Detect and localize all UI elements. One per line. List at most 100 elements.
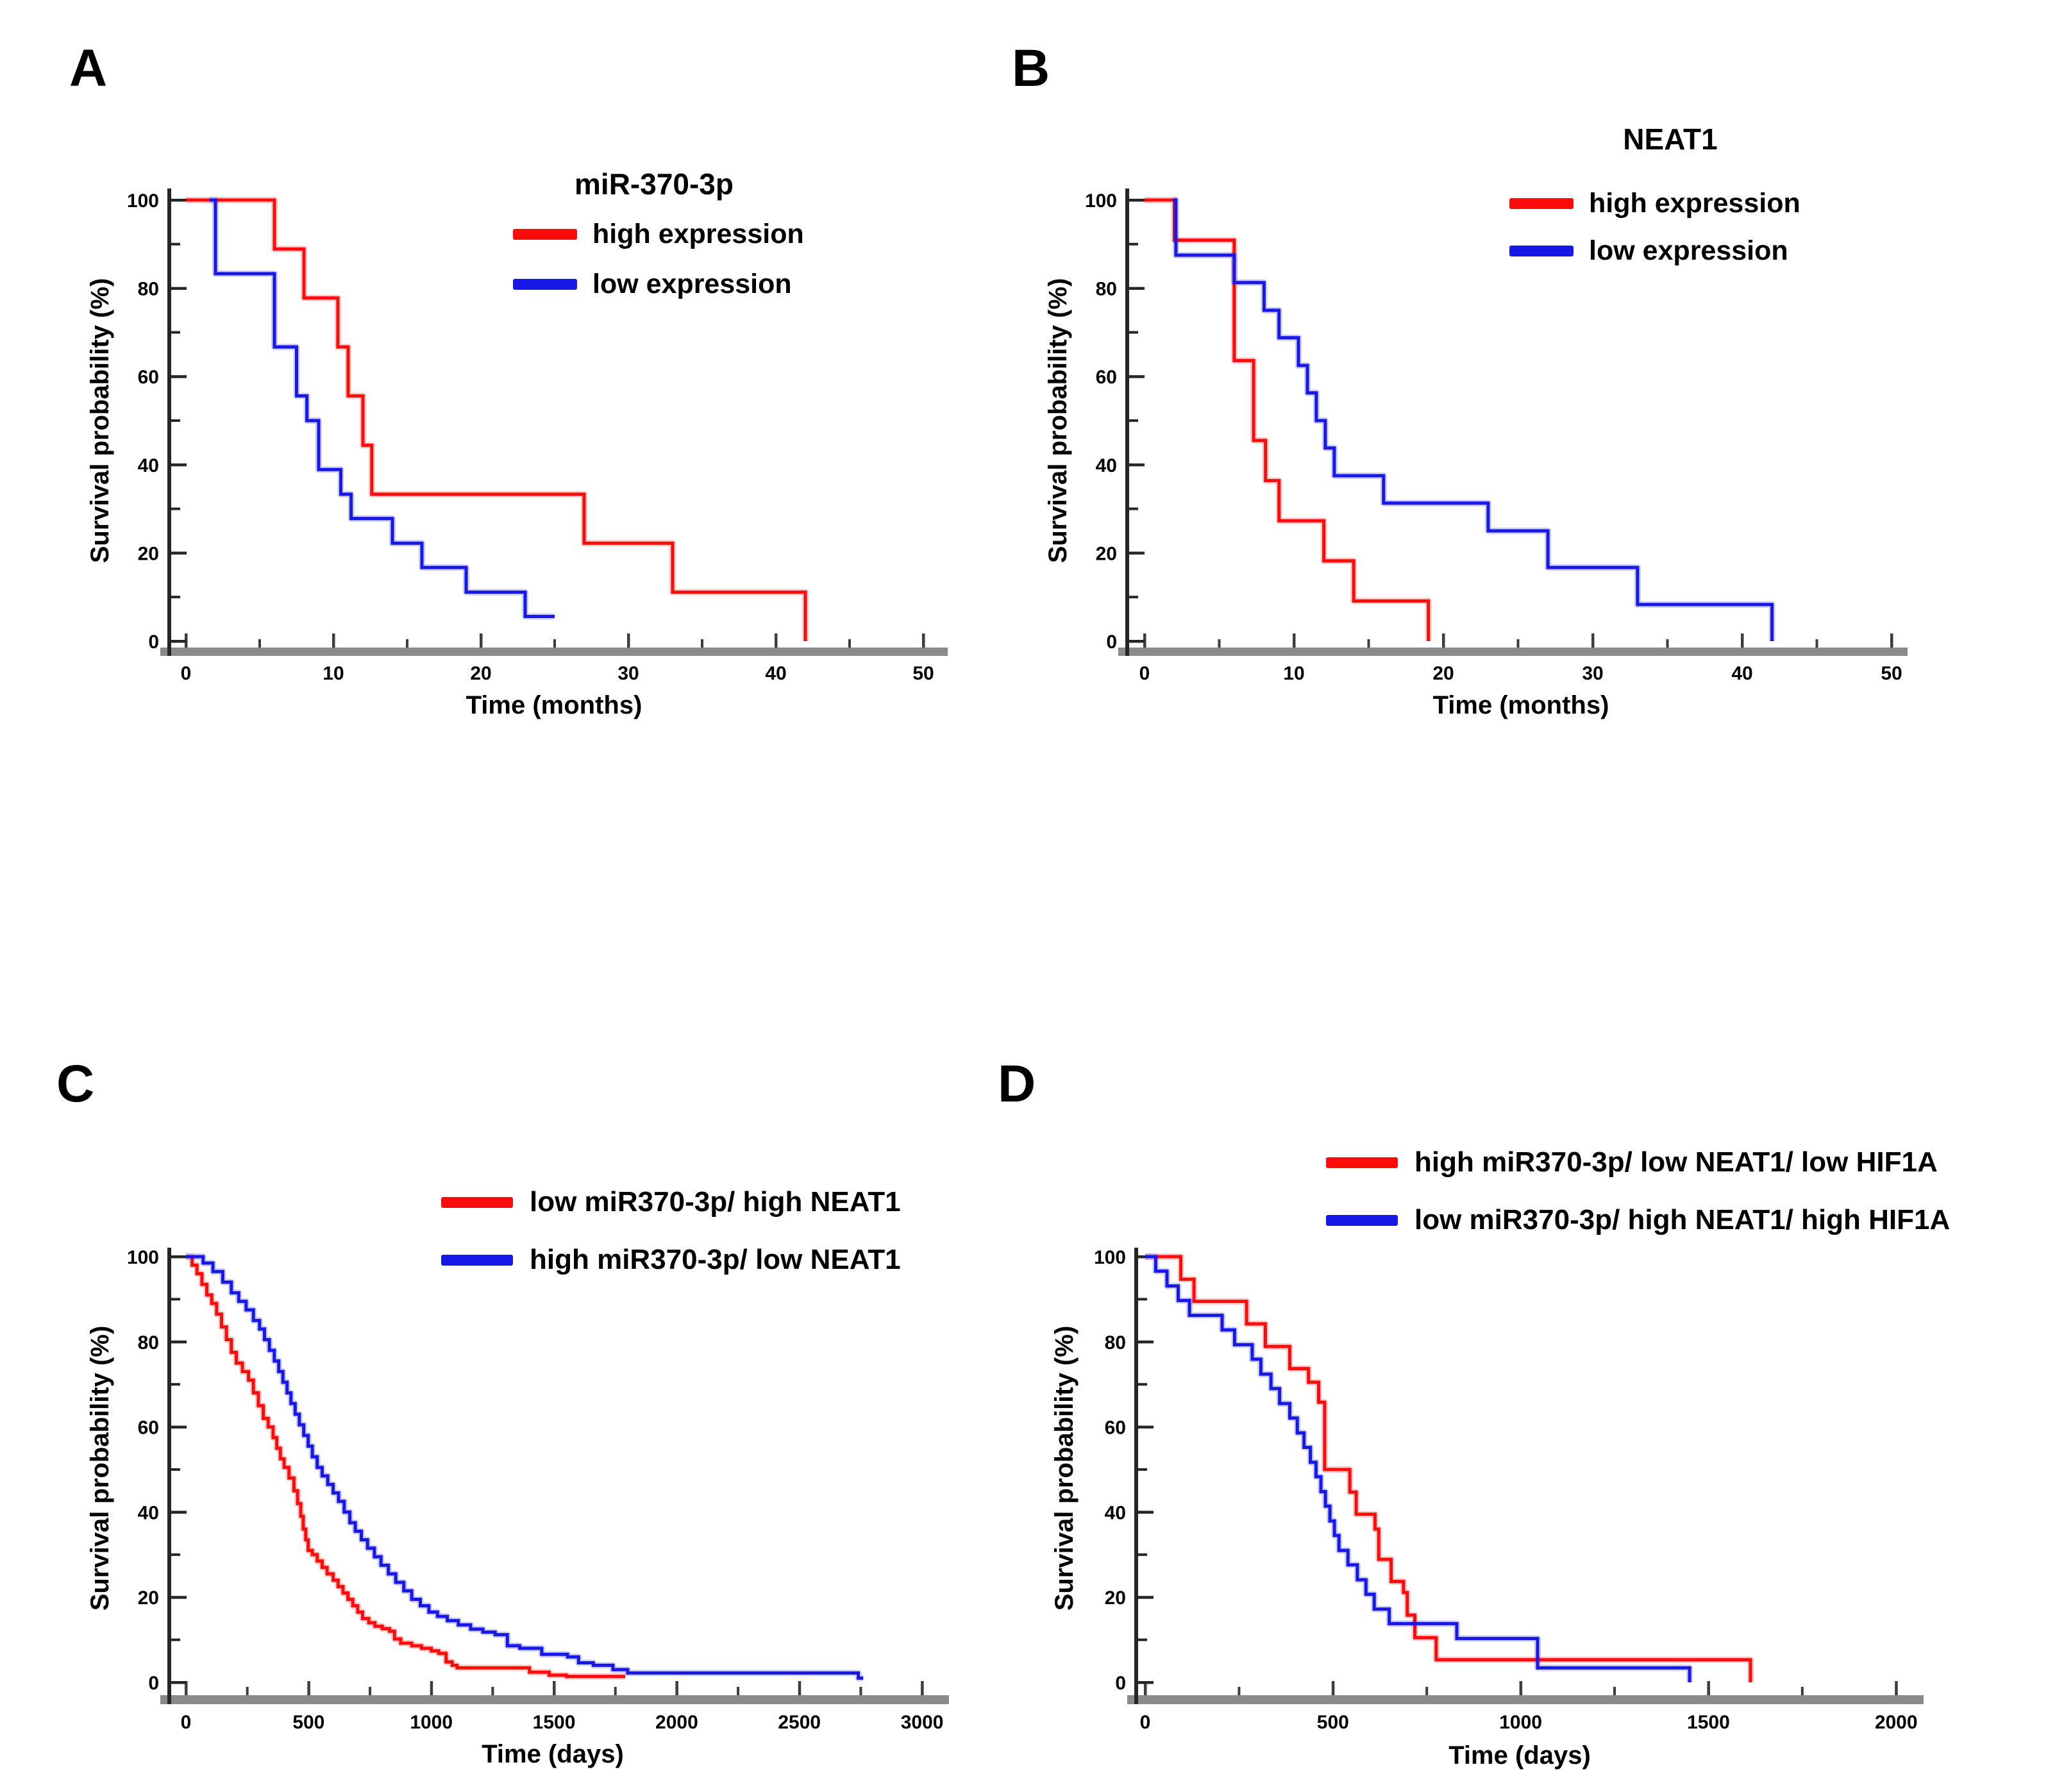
legend-item-label: high miR370-3p/ low NEAT1	[530, 1244, 901, 1275]
x-tick-label: 3000	[901, 1712, 944, 1733]
x-minor-tick	[1425, 1687, 1429, 1695]
x-tick-label: 10	[323, 663, 344, 684]
y-tick	[1138, 1425, 1154, 1429]
survival-curve-red	[186, 1255, 625, 1679]
x-tick	[775, 633, 778, 648]
y-tick-label: 100	[1094, 1247, 1126, 1268]
survival-curve-red-halo	[1145, 197, 1432, 641]
y-minor-tick	[171, 596, 180, 599]
x-tick	[185, 1681, 188, 1695]
y-axis-title-a: Survival probability (%)	[86, 278, 114, 564]
x-tick	[1591, 633, 1595, 648]
y-tick-label: 60	[1105, 1418, 1126, 1439]
y-tick	[1138, 1596, 1154, 1599]
x-minor-tick	[859, 1687, 862, 1695]
blue-line-swatch-icon	[1326, 1214, 1398, 1226]
legend-item: high expression	[513, 218, 804, 250]
survival-curve-blue	[186, 1255, 864, 1680]
y-tick-label: 0	[148, 1673, 159, 1694]
panel-label-d: D	[998, 1055, 1036, 1113]
y-tick	[1129, 287, 1145, 290]
legend-item-label: high miR370-3p/ low NEAT1/ low HIF1A	[1414, 1146, 1938, 1178]
y-tick-label: 80	[1096, 279, 1117, 300]
x-tick	[307, 1681, 310, 1695]
x-tick-label: 1000	[410, 1712, 453, 1733]
x-tick-label: 500	[1317, 1712, 1349, 1733]
y-tick-label: 100	[1085, 190, 1117, 212]
x-tick-label: 40	[1731, 663, 1752, 684]
x-minor-tick	[369, 1687, 372, 1695]
y-minor-tick	[171, 1298, 180, 1301]
x-minor-tick	[1218, 639, 1221, 648]
y-tick-label: 0	[148, 632, 159, 653]
x-tick	[1143, 633, 1146, 648]
x-tick	[921, 1681, 924, 1695]
x-tick-label: 10	[1283, 663, 1304, 684]
y-tick	[1129, 551, 1145, 555]
x-tick	[1519, 1681, 1523, 1695]
y-tick	[171, 375, 187, 378]
legend-item-label: low expression	[592, 268, 792, 299]
x-minor-tick	[614, 1687, 617, 1695]
x-tick-label: 20	[470, 663, 491, 684]
y-tick	[171, 463, 187, 467]
panel-label-c: C	[56, 1055, 95, 1113]
y-tick-label: 80	[138, 1332, 159, 1353]
survival-curve-red-halo	[1145, 1253, 1754, 1682]
x-tick-label: 1500	[1687, 1712, 1730, 1733]
legend-item: high expression	[1509, 187, 1800, 219]
legend-item: low expression	[1509, 235, 1788, 267]
x-minor-tick	[1516, 639, 1520, 648]
y-minor-tick	[1129, 596, 1138, 599]
y-tick	[1129, 375, 1145, 378]
red-line-swatch-icon	[513, 228, 577, 240]
x-tick-label: 30	[1582, 663, 1603, 684]
x-minor-tick	[1666, 639, 1669, 648]
y-minor-tick	[1129, 331, 1138, 334]
y-minor-tick	[171, 1553, 180, 1556]
y-tick-label: 40	[138, 1502, 159, 1523]
legend-item-label: low expression	[1589, 235, 1788, 266]
red-line-swatch-icon	[1326, 1157, 1398, 1168]
x-minor-tick	[1238, 1687, 1241, 1695]
x-tick-label: 0	[181, 1712, 192, 1733]
y-tick	[171, 1340, 187, 1344]
x-minor-tick	[246, 1687, 249, 1695]
y-tick-label: 60	[138, 367, 159, 388]
x-minor-tick	[737, 1687, 740, 1695]
y-axis-title-d: Survival probability (%)	[1050, 1325, 1079, 1611]
x-tick-label: 1500	[533, 1712, 576, 1733]
y-axis-line	[167, 188, 171, 656]
x-tick-label: 0	[181, 663, 192, 684]
y-minor-tick	[171, 242, 180, 246]
x-axis-line	[1127, 1695, 1924, 1704]
x-axis-title-d: Time (days)	[1448, 1741, 1591, 1770]
y-axis-line	[1125, 188, 1129, 656]
y-tick-label: 100	[127, 1247, 159, 1268]
panel-label-a: A	[69, 39, 108, 97]
y-tick	[171, 1596, 187, 1599]
x-axis-title-b: Time (months)	[1432, 691, 1609, 719]
x-tick	[332, 633, 335, 648]
x-tick	[1293, 633, 1296, 648]
legend-item-label: low miR370-3p/ high NEAT1	[530, 1186, 901, 1218]
y-tick-label: 0	[1115, 1673, 1126, 1694]
y-tick-label: 40	[138, 455, 159, 476]
y-minor-tick	[171, 331, 180, 334]
survival-curve-blue-halo	[209, 197, 555, 620]
y-tick	[171, 1511, 187, 1514]
legend-title-a: miR-370-3p	[575, 167, 734, 201]
x-minor-tick	[848, 639, 851, 648]
x-tick	[553, 1681, 556, 1695]
x-minor-tick	[491, 1687, 494, 1695]
blue-line-swatch-icon	[513, 278, 577, 290]
y-tick-label: 0	[1106, 632, 1117, 653]
x-axis-line	[1118, 648, 1908, 656]
y-tick-label: 80	[1105, 1332, 1126, 1353]
x-axis-title-a: Time (months)	[466, 691, 642, 719]
red-line-swatch-icon	[441, 1196, 513, 1208]
x-tick	[1741, 633, 1744, 648]
legend-item: high miR370-3p/ low NEAT1/ low HIF1A	[1326, 1146, 1938, 1178]
y-minor-tick	[171, 419, 180, 422]
